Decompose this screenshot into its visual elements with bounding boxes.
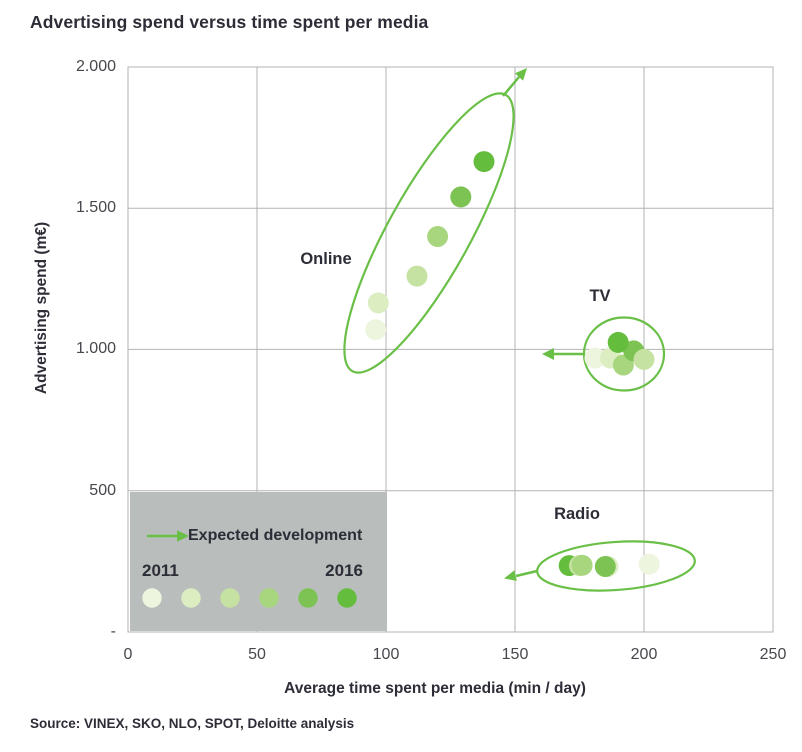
radio-ellipse	[536, 540, 696, 592]
data-point-online-2011	[365, 319, 387, 341]
x-tick-50: 50	[248, 646, 266, 663]
data-point-online-2014	[427, 226, 449, 247]
legend-arrow	[147, 530, 189, 542]
online-arrow	[502, 68, 527, 97]
online-cluster-label: Online	[300, 250, 352, 268]
legend-dot-2014	[259, 588, 279, 608]
online-dots	[365, 151, 495, 341]
radio-dots	[558, 553, 660, 577]
data-point-tv-2013	[633, 348, 655, 370]
data-point-radio-2015	[594, 556, 616, 577]
chart-title: Advertising spend versus time spent per …	[30, 12, 429, 32]
radio-cluster-label: Radio	[554, 505, 600, 523]
x-tick-100: 100	[372, 646, 400, 663]
data-point-tv-2016	[607, 331, 629, 353]
legend-dots	[142, 588, 357, 608]
legend-dot-2012	[181, 588, 201, 608]
y-tick-1000: 1.000	[75, 340, 116, 357]
legend-dot-2016	[337, 588, 357, 608]
legend-dot-2015	[298, 588, 318, 608]
plot-gridlines	[127, 66, 774, 633]
x-tick-200: 200	[630, 646, 658, 663]
legend-expected-development-label: Expected development	[188, 527, 363, 544]
x-tick-0: 0	[123, 646, 133, 663]
data-point-online-2012	[367, 292, 389, 314]
data-point-radio-2011	[638, 553, 660, 575]
data-point-online-2016	[473, 151, 495, 173]
source-note: Source: VINEX, SKO, NLO, SPOT, Deloitte …	[30, 716, 355, 731]
y-tick-2000: 2.000	[75, 58, 116, 75]
data-point-radio-2014	[571, 554, 593, 576]
tv-cluster-label: TV	[589, 287, 611, 305]
y-tick-1500: 1.500	[75, 199, 116, 216]
data-point-online-2015	[450, 186, 472, 208]
radio-arrow	[504, 569, 538, 581]
y-tick-500: 500	[89, 482, 116, 499]
legend-box	[130, 492, 387, 631]
data-point-online-2013	[406, 265, 428, 287]
x-tick-250: 250	[759, 646, 787, 663]
x-tick-150: 150	[501, 646, 529, 663]
data-point-tv-2011	[584, 347, 606, 369]
x-axis-label: Average time spent per media (min / day)	[284, 680, 586, 697]
legend-dot-2011	[142, 588, 162, 608]
legend-end-year: 2016	[325, 561, 363, 580]
legend-start-year: 2011	[142, 561, 179, 580]
tv-arrow	[542, 348, 584, 360]
tv-dots	[584, 331, 655, 376]
y-tick-0: -	[110, 623, 116, 640]
y-axis-label: Advertising spend (m€)	[33, 221, 50, 395]
legend-dot-2013	[220, 588, 240, 608]
